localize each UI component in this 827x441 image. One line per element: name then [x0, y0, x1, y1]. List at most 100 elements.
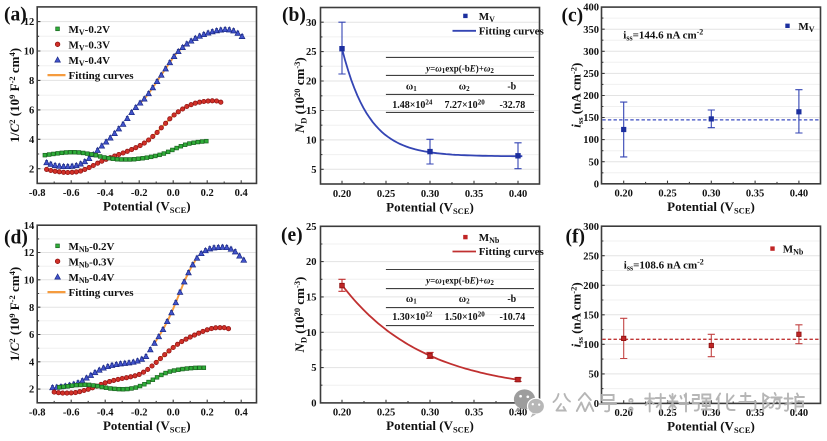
svg-text:MV-0.4V: MV-0.4V: [69, 55, 111, 68]
svg-text:8: 8: [29, 76, 34, 87]
svg-text:200: 200: [583, 91, 599, 102]
svg-text:30: 30: [306, 18, 317, 29]
svg-text:10: 10: [24, 275, 35, 286]
svg-text:ω1: ω1: [406, 294, 417, 306]
svg-text:1.30×1022: 1.30×1022: [392, 311, 433, 324]
svg-text:50: 50: [589, 370, 600, 381]
svg-text:1/C2 (109 F-2 cm4): 1/C2 (109 F-2 cm4): [7, 48, 22, 143]
svg-text:MNb: MNb: [783, 244, 804, 257]
svg-text:10: 10: [306, 328, 317, 339]
svg-text:-0.4: -0.4: [97, 188, 114, 199]
svg-text:250: 250: [583, 251, 599, 262]
svg-text:(d): (d): [4, 228, 28, 249]
svg-text:6: 6: [29, 106, 34, 117]
svg-text:0.20: 0.20: [615, 189, 633, 200]
svg-text:0.25: 0.25: [377, 189, 395, 200]
svg-text:200: 200: [583, 281, 599, 292]
svg-text:y=ω1exp(-bE)+ω2: y=ω1exp(-bE)+ω2: [425, 63, 494, 75]
svg-text:0.30: 0.30: [421, 189, 439, 200]
svg-text:MNb: MNb: [479, 232, 500, 245]
svg-text:5: 5: [311, 363, 316, 374]
svg-text:0.40: 0.40: [790, 408, 808, 419]
svg-text:0: 0: [311, 399, 316, 410]
svg-text:0: 0: [594, 399, 599, 410]
svg-text:-0.6: -0.6: [63, 408, 80, 419]
svg-text:-b: -b: [507, 82, 516, 93]
svg-text:400: 400: [583, 3, 599, 14]
svg-text:250: 250: [583, 69, 599, 80]
svg-text:0.40: 0.40: [509, 408, 527, 419]
svg-text:150: 150: [583, 310, 599, 321]
svg-text:0.2: 0.2: [201, 188, 214, 199]
svg-text:0.0: 0.0: [167, 188, 180, 199]
svg-text:0.20: 0.20: [333, 408, 351, 419]
svg-text:(b): (b): [282, 5, 306, 26]
svg-text:Fitting curves: Fitting curves: [479, 246, 545, 258]
svg-text:1.50×1020: 1.50×1020: [444, 311, 485, 324]
svg-text:Potential (VSCE): Potential (VSCE): [103, 199, 191, 216]
svg-text:-0.6: -0.6: [63, 188, 80, 199]
svg-text:iss=144.6 nA cm-2: iss=144.6 nA cm-2: [623, 28, 703, 43]
svg-text:12: 12: [24, 248, 35, 259]
svg-text:0.35: 0.35: [746, 189, 764, 200]
svg-text:0.2: 0.2: [201, 408, 214, 419]
svg-text:4: 4: [29, 135, 35, 146]
svg-text:Potential (VSCE): Potential (VSCE): [667, 419, 755, 436]
svg-text:MV-0.2V: MV-0.2V: [69, 24, 111, 37]
svg-text:100: 100: [583, 135, 599, 146]
svg-text:ND (1020 cm-3): ND (1020 cm-3): [292, 277, 309, 354]
svg-text:2: 2: [29, 385, 34, 396]
svg-text:7.27×1020: 7.27×1020: [444, 98, 485, 111]
svg-text:ND (1020 cm-3): ND (1020 cm-3): [292, 57, 309, 134]
svg-text:100: 100: [583, 340, 599, 351]
svg-text:-0.2: -0.2: [131, 188, 148, 199]
svg-text:0.30: 0.30: [702, 408, 720, 419]
svg-text:MNb-0.2V: MNb-0.2V: [69, 241, 115, 254]
svg-text:350: 350: [583, 25, 599, 36]
svg-text:15: 15: [306, 293, 317, 304]
svg-text:-b: -b: [507, 294, 516, 305]
svg-text:Potential (VSCE): Potential (VSCE): [386, 418, 474, 435]
svg-text:4: 4: [29, 357, 35, 368]
svg-text:0.30: 0.30: [702, 189, 720, 200]
svg-text:15: 15: [306, 106, 317, 117]
svg-text:-0.4: -0.4: [97, 408, 114, 419]
svg-text:0.20: 0.20: [333, 189, 351, 200]
svg-text:MNb-0.3V: MNb-0.3V: [69, 256, 115, 269]
svg-text:ω2: ω2: [459, 294, 470, 306]
svg-text:Fitting curves: Fitting curves: [69, 287, 135, 299]
svg-text:MNb-0.4V: MNb-0.4V: [69, 272, 115, 285]
svg-text:(e): (e): [281, 225, 303, 246]
svg-text:0.40: 0.40: [790, 189, 808, 200]
svg-text:150: 150: [583, 113, 599, 124]
svg-text:0.25: 0.25: [658, 408, 676, 419]
svg-text:0.4: 0.4: [235, 188, 249, 199]
svg-text:25: 25: [306, 47, 317, 58]
svg-text:ω1: ω1: [406, 82, 417, 94]
svg-text:Potential (VSCE): Potential (VSCE): [667, 199, 755, 216]
svg-text:20: 20: [306, 257, 317, 268]
svg-text:iss (nA cm-2): iss (nA cm-2): [569, 282, 586, 347]
svg-text:ω2: ω2: [459, 82, 470, 94]
svg-text:20: 20: [306, 77, 317, 88]
svg-text:MV: MV: [479, 11, 495, 24]
svg-text:8: 8: [29, 303, 34, 314]
svg-text:0.25: 0.25: [377, 408, 395, 419]
svg-text:MV-0.3V: MV-0.3V: [69, 39, 111, 52]
svg-text:0.40: 0.40: [509, 189, 527, 200]
svg-text:iss (nA cm-2): iss (nA cm-2): [569, 63, 586, 128]
svg-text:0.20: 0.20: [615, 408, 633, 419]
svg-text:-32.78: -32.78: [499, 100, 525, 111]
svg-text:(a): (a): [4, 5, 27, 26]
svg-text:2: 2: [29, 164, 34, 175]
svg-text:300: 300: [583, 222, 599, 233]
svg-text:Fitting curves: Fitting curves: [69, 70, 135, 82]
svg-text:Potential (VSCE): Potential (VSCE): [103, 418, 191, 435]
svg-text:6: 6: [29, 330, 34, 341]
svg-text:0.0: 0.0: [167, 408, 180, 419]
svg-text:10: 10: [24, 47, 35, 58]
svg-text:(f): (f): [566, 227, 585, 248]
svg-text:25: 25: [306, 222, 317, 233]
svg-text:0.4: 0.4: [235, 408, 249, 419]
svg-text:50: 50: [589, 157, 600, 168]
